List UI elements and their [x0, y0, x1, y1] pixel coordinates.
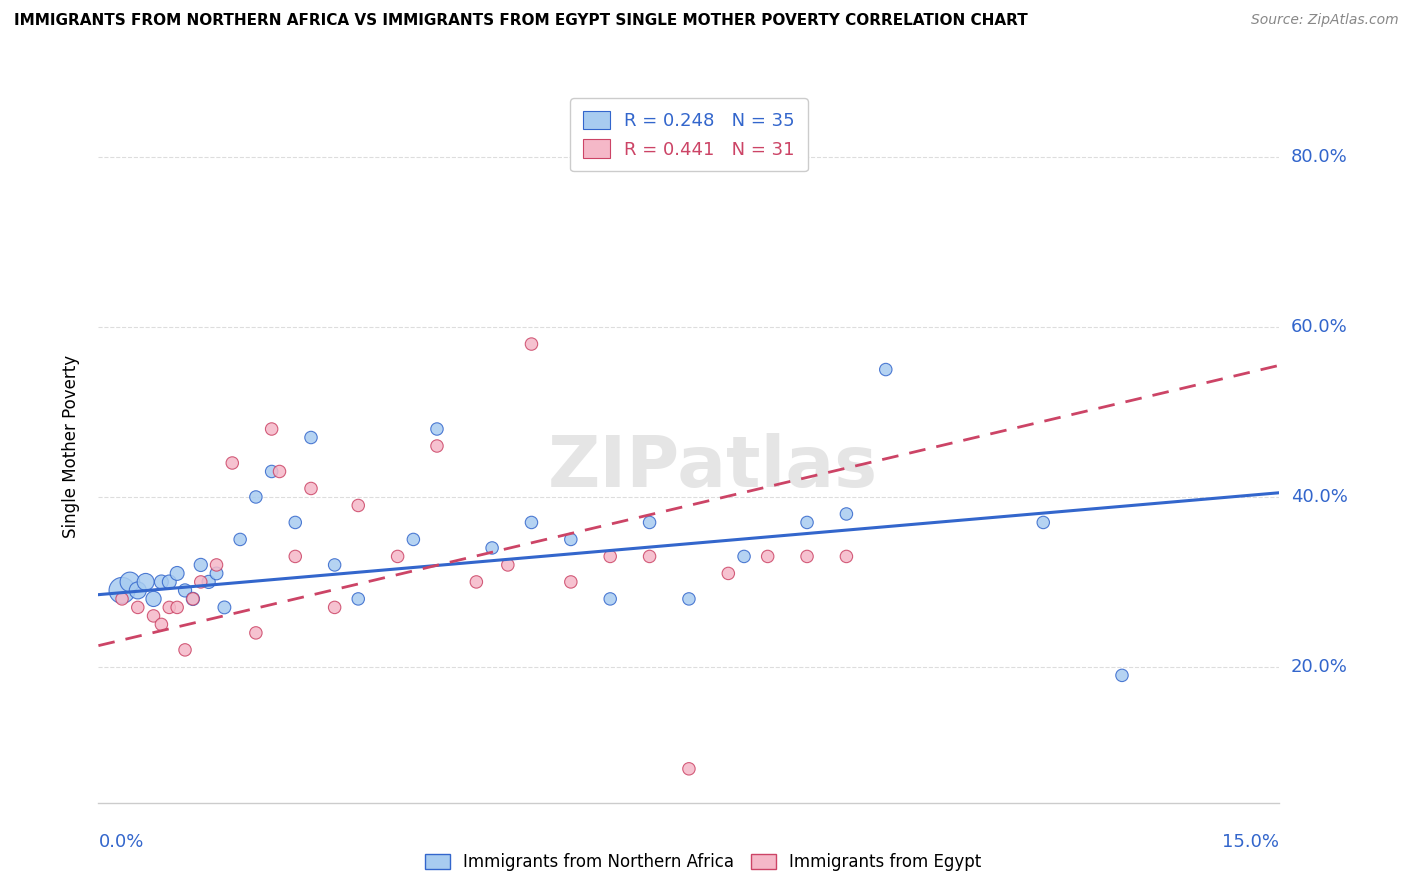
Point [142, 608, 165, 623]
Point [465, 574, 488, 589]
Point [284, 516, 307, 530]
Text: Source: ZipAtlas.com: Source: ZipAtlas.com [1251, 13, 1399, 28]
Point [245, 626, 267, 640]
Legend: Immigrants from Northern Africa, Immigrants from Egypt: Immigrants from Northern Africa, Immigra… [416, 845, 990, 880]
Point [599, 591, 621, 606]
Point [260, 422, 283, 436]
Point [426, 439, 449, 453]
Point [142, 591, 165, 606]
Point [560, 574, 582, 589]
Point [190, 558, 212, 572]
Point [835, 507, 858, 521]
Text: IMMIGRANTS FROM NORTHERN AFRICA VS IMMIGRANTS FROM EGYPT SINGLE MOTHER POVERTY C: IMMIGRANTS FROM NORTHERN AFRICA VS IMMIG… [14, 13, 1028, 29]
Point [284, 549, 307, 564]
Point [481, 541, 503, 555]
Point [166, 566, 188, 581]
Point [111, 583, 134, 598]
Point [174, 643, 197, 657]
Point [717, 566, 740, 581]
Point [157, 600, 180, 615]
Point [166, 600, 188, 615]
Point [269, 465, 291, 479]
Point [157, 574, 180, 589]
Point [756, 549, 779, 564]
Point [127, 600, 149, 615]
Point [150, 617, 173, 632]
Point [678, 762, 700, 776]
Point [299, 430, 322, 444]
Text: 0.0%: 0.0% [98, 833, 143, 851]
Point [205, 566, 228, 581]
Text: 60.0%: 60.0% [1291, 318, 1347, 336]
Point [638, 549, 661, 564]
Text: ZIPatlas: ZIPatlas [547, 433, 877, 502]
Point [599, 549, 621, 564]
Text: 20.0%: 20.0% [1291, 658, 1347, 676]
Point [733, 549, 755, 564]
Point [197, 574, 219, 589]
Point [150, 574, 173, 589]
Point [245, 490, 267, 504]
Point [214, 600, 236, 615]
Point [299, 482, 322, 496]
Y-axis label: Single Mother Poverty: Single Mother Poverty [62, 354, 80, 538]
Point [678, 591, 700, 606]
Point [111, 591, 134, 606]
Point [323, 600, 346, 615]
Point [190, 574, 212, 589]
Point [402, 533, 425, 547]
Point [205, 558, 228, 572]
Legend: R = 0.248   N = 35, R = 0.441   N = 31: R = 0.248 N = 35, R = 0.441 N = 31 [571, 98, 807, 171]
Point [520, 516, 543, 530]
Point [638, 516, 661, 530]
Point [323, 558, 346, 572]
Point [181, 591, 204, 606]
Point [347, 591, 370, 606]
Point [796, 549, 818, 564]
Point [426, 422, 449, 436]
Text: 15.0%: 15.0% [1222, 833, 1279, 851]
Point [127, 583, 149, 598]
Point [387, 549, 409, 564]
Point [835, 549, 858, 564]
Text: 80.0%: 80.0% [1291, 148, 1347, 166]
Point [560, 533, 582, 547]
Point [875, 362, 897, 376]
Point [260, 465, 283, 479]
Point [496, 558, 519, 572]
Point [1032, 516, 1054, 530]
Point [181, 591, 204, 606]
Point [221, 456, 243, 470]
Point [135, 574, 157, 589]
Point [229, 533, 252, 547]
Point [520, 337, 543, 351]
Text: 40.0%: 40.0% [1291, 488, 1347, 506]
Point [347, 499, 370, 513]
Point [796, 516, 818, 530]
Point [174, 583, 197, 598]
Point [118, 574, 141, 589]
Point [1111, 668, 1133, 682]
